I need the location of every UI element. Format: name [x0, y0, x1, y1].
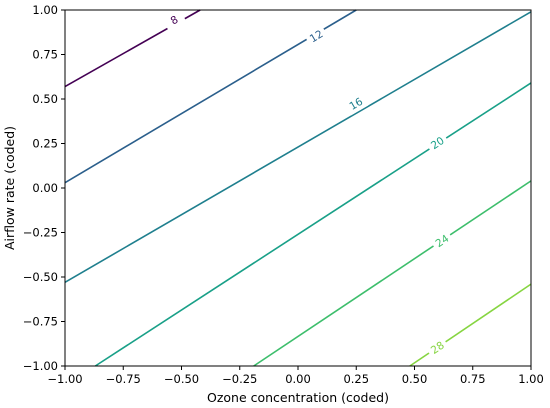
contour-label-bg-16 — [344, 93, 369, 116]
contour-lines — [64, 9, 532, 367]
y-tick-label: −1.00 — [23, 359, 58, 373]
contour-line-20 — [94, 82, 532, 367]
contour-label-bg-28 — [425, 336, 451, 360]
y-axis-ticks: −1.00 −0.75 −0.50 −0.25 0.00 0.25 0.50 0.75 1.00 — [23, 3, 65, 373]
contour-label-bg-8 — [162, 9, 187, 32]
x-axis-label: Ozone concentration (coded) — [207, 390, 389, 405]
y-tick-label: 1.00 — [32, 3, 58, 17]
y-axis-label: Airflow rate (coded) — [2, 126, 17, 250]
x-tick-label: 0.25 — [343, 372, 369, 386]
contour-line-24 — [253, 180, 532, 367]
contour-label-16: 16 — [347, 96, 365, 113]
contour-label-bg-24 — [430, 230, 455, 253]
x-tick-label: −1.00 — [47, 372, 82, 386]
y-tick-label: 0.50 — [32, 92, 58, 106]
x-tick-label: −0.50 — [164, 372, 199, 386]
contour-line-16 — [64, 11, 532, 284]
x-tick-label: 1.00 — [518, 372, 544, 386]
contour-line-28 — [409, 283, 532, 367]
y-tick-label: 0.00 — [32, 181, 58, 195]
y-tick-label: −0.25 — [23, 226, 58, 240]
contour-label-8: 8 — [169, 14, 181, 28]
x-tick-label: 0.50 — [402, 372, 428, 386]
x-tick-label: 0.00 — [285, 372, 311, 386]
contour-label-12: 12 — [308, 28, 326, 45]
y-tick-label: 0.25 — [32, 137, 58, 151]
y-tick-label: −0.75 — [23, 315, 58, 329]
plot-frame — [64, 9, 532, 367]
y-tick-label: 0.75 — [32, 48, 58, 62]
x-axis-ticks: −1.00 −0.75 −0.50 −0.25 0.00 0.25 0.50 0.75 1.00 — [47, 366, 544, 386]
x-tick-label: −0.75 — [106, 372, 141, 386]
x-tick-label: 0.75 — [460, 372, 486, 386]
x-tick-label: −0.25 — [222, 372, 257, 386]
y-tick-label: −0.50 — [23, 270, 58, 284]
contour-label-bg-20 — [425, 132, 450, 155]
contour-label-bg-12 — [304, 25, 329, 48]
